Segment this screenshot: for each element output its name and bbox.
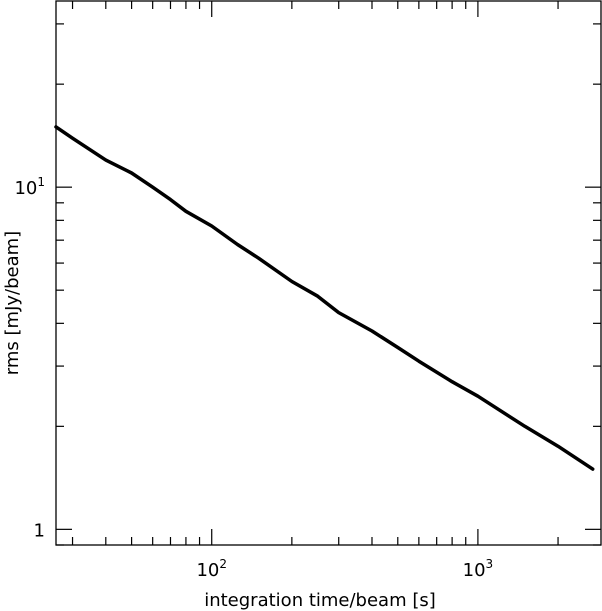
y-axis-label: rms [mJy/beam]	[2, 231, 23, 375]
y-tick-label: 101	[14, 175, 45, 199]
x-tick-label: 102	[196, 557, 227, 581]
rms-curve-line	[54, 125, 595, 471]
x-axis-label: integration time/beam [s]	[204, 590, 436, 611]
y-tick-label: 1	[34, 520, 45, 541]
plot-frame	[55, 0, 602, 546]
x-tick-label: 103	[463, 557, 494, 581]
